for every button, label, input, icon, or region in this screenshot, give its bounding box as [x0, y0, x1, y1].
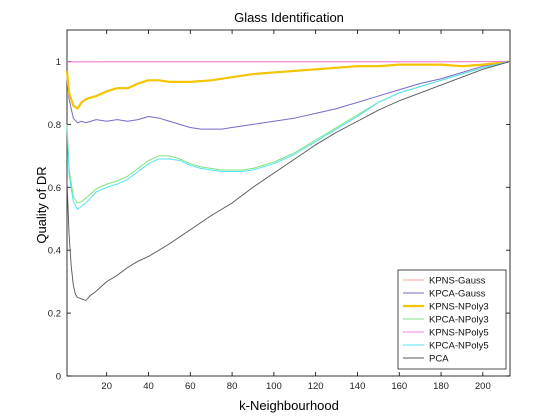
x-tick-label: 20 — [101, 381, 112, 392]
series-line-kpca-npoly5 — [66, 60, 511, 210]
x-tick-label: 80 — [227, 381, 238, 392]
series-line-kpns-npoly3 — [65, 60, 511, 110]
legend-label: KPCA-NPoly5 — [429, 341, 489, 352]
series-line-kpca-gauss — [66, 60, 511, 130]
y-tick-label: 0 — [56, 372, 61, 383]
y-tick-label: 0.8 — [48, 120, 61, 131]
series-line-pca — [66, 61, 511, 301]
x-tick-label: 60 — [185, 381, 196, 392]
plot-frame — [66, 29, 511, 377]
legend-label: KPNS-NPoly3 — [429, 302, 489, 313]
legend-label: PCA — [429, 354, 449, 365]
y-tick-label: 0.6 — [48, 183, 61, 194]
y-tick-label: 0.2 — [48, 309, 61, 320]
legend-label: KPCA-Gauss — [429, 289, 486, 300]
x-axis-ticks: 20 40 60 80 100 120 140 160 180 200 — [101, 30, 491, 392]
x-axis-label: k-Neighbourhood — [239, 398, 339, 413]
x-tick-label: 140 — [350, 381, 366, 392]
series-layer — [65, 60, 511, 301]
legend-label: KPCA-NPoly3 — [429, 315, 489, 326]
y-axis-label: Quality of DR — [34, 166, 49, 243]
series-line-kpca-npoly3 — [66, 60, 511, 204]
y-tick-label: 0.4 — [48, 246, 61, 257]
legend: KPNS-Gauss KPCA-Gauss KPNS-NPoly3 KPCA-NPol… — [397, 269, 507, 370]
x-tick-label: 100 — [266, 381, 282, 392]
x-tick-label: 120 — [308, 381, 324, 392]
legend-label: KPNS-Gauss — [429, 276, 486, 287]
x-tick-label: 180 — [433, 381, 449, 392]
x-tick-label: 40 — [143, 381, 154, 392]
y-tick-label: 1 — [56, 57, 61, 68]
x-tick-label: 160 — [391, 381, 407, 392]
x-tick-label: 200 — [475, 381, 491, 392]
legend-label: KPNS-NPoly5 — [429, 328, 489, 339]
chart-title: Glass Identification — [234, 10, 344, 25]
